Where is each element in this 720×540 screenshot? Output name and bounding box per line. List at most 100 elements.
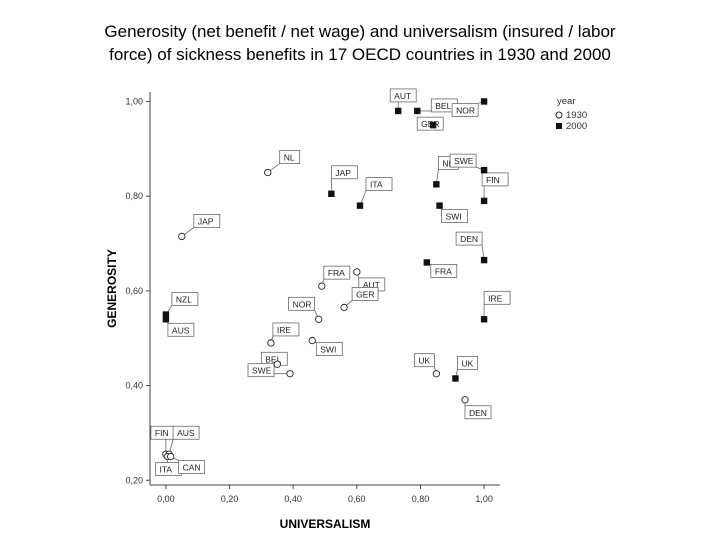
point-2000-nzl [162, 311, 170, 318]
label-box [481, 172, 509, 187]
point-label-den: DEN [460, 234, 478, 244]
y-axis-label: GENEROSITY [105, 249, 119, 328]
label-box [414, 353, 435, 368]
point-label-ita: ITA [370, 180, 383, 190]
point-label-nzl: NZL [176, 295, 192, 305]
label-box [430, 264, 458, 278]
point-2000-swe [480, 166, 488, 174]
point-label-nor: NOR [456, 105, 475, 115]
point-label-aus: AUS [172, 325, 190, 335]
label-box [171, 292, 199, 306]
point-label-jap: JAP [198, 216, 214, 226]
label-box [247, 363, 275, 378]
point-2000-den [480, 256, 488, 264]
point-label-uk: UK [461, 358, 473, 368]
point-label-swi: SWI [320, 345, 336, 355]
point-2000-uk [452, 375, 459, 382]
point-label-bel: BEL [435, 101, 451, 111]
point-1930-ger [340, 303, 348, 312]
chart-title-line-1: Generosity (net benefit / net wage) and … [104, 22, 616, 41]
x-tick-label: 0,80 [412, 494, 430, 504]
y-tick-label: 0,20 [125, 475, 143, 485]
point-labels: NL JAP AUT FRA GER NOR IRE SWI BEL SWE UK DEN FIN AUS… [150, 88, 511, 476]
legend-label-2000: 2000 [566, 121, 587, 132]
point-label-aut: AUT [363, 280, 380, 290]
legend-title: year [557, 96, 575, 107]
x-tick-label: 0,20 [221, 494, 239, 504]
y-tick-label: 0,80 [125, 191, 143, 201]
label-box [178, 460, 206, 474]
point-1930-swi [308, 336, 316, 345]
point-label-bel: BEL [265, 354, 281, 364]
point-2000-fra [423, 259, 431, 266]
point-label-nl: NL [284, 152, 295, 162]
x-tick-label: 0,60 [348, 494, 366, 504]
label-box [331, 165, 358, 180]
x-tick-label: 0,40 [284, 494, 302, 504]
label-box [323, 265, 351, 280]
point-label-ire: IRE [277, 325, 292, 335]
label-box [451, 103, 479, 117]
y-tick-label: 0,60 [125, 286, 143, 296]
point-1930-den [461, 396, 469, 404]
label-box [288, 296, 315, 311]
label-box [441, 209, 468, 223]
x-tick-label: 0,00 [157, 494, 175, 504]
chart-title-line-2: force) of sickness benefits in 17 OECD c… [109, 45, 611, 64]
point-2000-ger [429, 121, 437, 129]
label-box [167, 322, 195, 337]
point-1930-swe [286, 370, 294, 378]
legend-marker-2000 [556, 123, 562, 129]
point-2000-jap [328, 190, 335, 198]
axes: 0,20 0,40 0,60 0,80 1,00 0,00 0,20 0,40 0,60 0,80… [105, 92, 500, 531]
point-label-fin: FIN [486, 175, 500, 185]
y-tick-label: 0,40 [125, 381, 143, 391]
label-box [457, 356, 478, 370]
point-2000-bel [414, 107, 421, 115]
point-label-swi: SWI [446, 212, 462, 222]
point-1930-can [167, 452, 175, 461]
legend-marker-1930 [555, 111, 563, 119]
label-box [365, 177, 393, 191]
point-label-can: CAN [183, 463, 201, 473]
point-label-den: DEN [469, 408, 487, 418]
label-box [193, 214, 221, 228]
point-label-ger: GER [356, 289, 374, 299]
y-tick-label: 1,00 [125, 96, 143, 106]
point-1930-nor [314, 315, 323, 323]
point-label-aus: AUS [177, 428, 195, 438]
label-box [272, 322, 300, 337]
point-label-aut: AUT [394, 91, 411, 101]
point-label-ita: ITA [160, 465, 173, 475]
legend-label-1930: 1930 [566, 110, 587, 121]
label-box [464, 405, 492, 420]
label-box [449, 153, 477, 168]
point-1930-aut [353, 268, 361, 276]
point-label-nor: NOR [293, 299, 312, 309]
point-2000-nor [480, 98, 488, 105]
label-box [483, 290, 511, 305]
point-1930-bel [273, 360, 281, 368]
point-1930-ire [267, 339, 275, 347]
point-label-jap: JAP [335, 168, 351, 178]
label-box [279, 150, 301, 164]
point-label-swe: SWE [454, 156, 474, 166]
label-box [351, 287, 379, 301]
point-2000-ita [356, 202, 364, 209]
x-axis-label: UNIVERSALISM [280, 517, 371, 531]
label-box [455, 231, 483, 246]
point-label-uk: UK [418, 356, 430, 366]
point-2000-fin [480, 197, 488, 205]
point-label-fra: FRA [328, 268, 345, 278]
label-box [389, 88, 417, 103]
point-2000-aus [162, 316, 170, 323]
point-label-fra: FRA [435, 266, 452, 276]
label-box [315, 342, 343, 356]
point-2000-swi [436, 202, 443, 209]
point-2000-ire [480, 316, 488, 323]
point-1930-jap [178, 232, 186, 241]
data-points [162, 98, 488, 461]
point-2000-aut [394, 107, 402, 115]
